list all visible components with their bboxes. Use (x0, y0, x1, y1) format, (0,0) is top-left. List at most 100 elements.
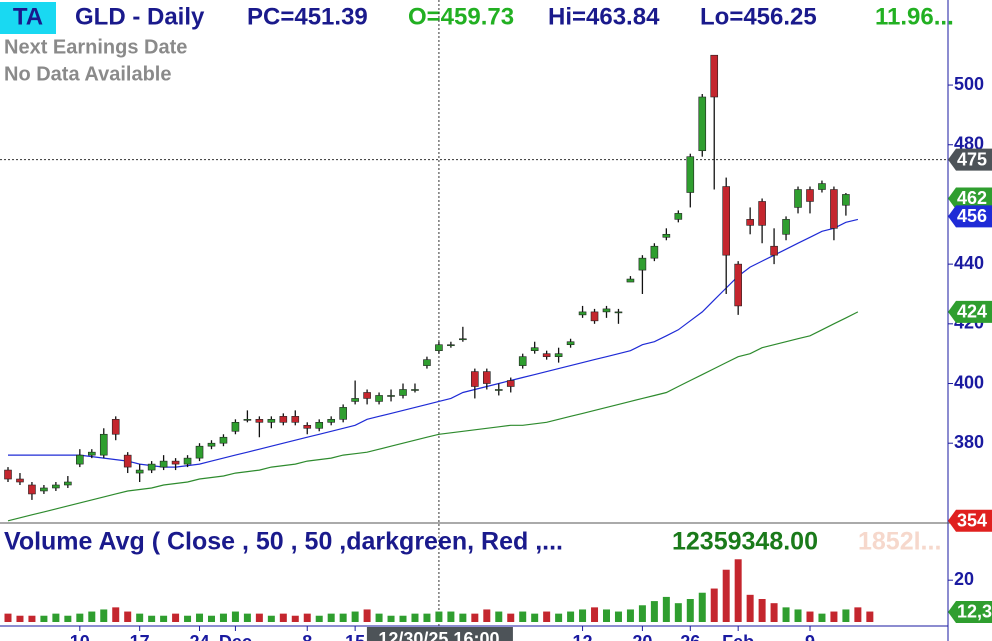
title: GLD - Daily (75, 3, 205, 30)
candle-body (530, 347, 539, 351)
volume-bar (100, 609, 108, 622)
x-tick-label: 20 (632, 632, 652, 641)
candle-body (279, 416, 288, 423)
volume-bar (531, 613, 539, 622)
candle-body (87, 451, 96, 456)
volume-bar (184, 615, 192, 622)
volume-bar (447, 611, 455, 622)
volume-bar (614, 611, 622, 622)
note: Next Earnings Date (4, 36, 187, 58)
candle-body (782, 219, 790, 235)
candle-body (518, 356, 527, 366)
volume-bar (842, 609, 850, 622)
volume-bar (219, 613, 227, 622)
candle-body (794, 189, 802, 208)
x-tick-label: Feb (722, 632, 754, 641)
volume-bar (207, 615, 215, 622)
candle-body (111, 419, 120, 435)
candle-body (327, 419, 335, 423)
volume-bar (16, 615, 24, 622)
price-badge (948, 300, 992, 323)
price-badge (948, 509, 992, 532)
price-badge (948, 205, 992, 228)
candle-body (459, 338, 467, 341)
y-tick-label: 400 (954, 372, 984, 392)
candle-body (758, 201, 766, 226)
volume-bar (112, 607, 120, 622)
price-badge-label: 424 (957, 302, 987, 322)
high: Hi=463.84 (548, 3, 660, 30)
candle-body (471, 371, 479, 387)
volume-badge-label: 12,3 (957, 602, 992, 622)
candle-body (686, 156, 695, 193)
volume-bar (231, 611, 239, 622)
volume-bar (734, 559, 742, 622)
price-badge-label: 354 (957, 511, 987, 531)
candle-body (375, 395, 383, 402)
candle-body (662, 233, 671, 238)
candle-body (76, 454, 84, 465)
y-tick-label: 480 (954, 134, 984, 154)
candle-body (554, 353, 563, 357)
candle-body (411, 389, 419, 391)
x-tick-label: 10 (70, 632, 90, 641)
volume-bar (411, 613, 419, 622)
volume-bar (866, 611, 874, 622)
candle-body (16, 478, 24, 483)
volume-faded: 1852l... (858, 528, 941, 556)
volume-bar (818, 613, 826, 622)
volume-bar (519, 611, 527, 622)
volume-bar (76, 613, 84, 622)
volume-badge (948, 600, 992, 623)
volume-bar (315, 615, 323, 622)
candle-body (363, 392, 371, 399)
candle-body (578, 311, 587, 316)
candle-body (387, 395, 395, 397)
volume-bar (662, 596, 670, 622)
volume-bar (758, 599, 766, 622)
volume-bar (387, 615, 395, 622)
candle-body (482, 371, 491, 384)
price-badge (948, 148, 992, 171)
candle-body (4, 469, 12, 480)
candle-body (219, 436, 228, 444)
candle-body (698, 96, 707, 152)
volume-bar (28, 615, 36, 622)
y-tick-label: 380 (954, 432, 984, 452)
volume-bar (782, 607, 790, 622)
candle-body (315, 422, 324, 429)
volume-bar (854, 607, 862, 622)
candle-body (399, 389, 407, 396)
volume-bar (483, 609, 491, 622)
volume-bar (710, 588, 718, 622)
candle-body (842, 194, 850, 206)
volume-bar (579, 609, 587, 622)
candle-body (147, 463, 156, 471)
candle-body (590, 311, 599, 322)
candle-body (734, 263, 742, 307)
volume-bar (567, 611, 575, 622)
candle-body (171, 460, 180, 465)
volume-bar (64, 615, 72, 622)
x-tick-label: 24 (190, 632, 210, 641)
candle-body (674, 213, 683, 220)
low: Lo=456.25 (700, 3, 817, 30)
candle-body (614, 311, 623, 314)
volume-bar (52, 613, 60, 622)
x-tick-label: Dec (219, 632, 252, 641)
moving-average (7, 311, 859, 522)
candle-body (770, 245, 778, 256)
volume-bar (638, 605, 646, 622)
symbol: TA (13, 3, 43, 30)
x-tick-label: 15 (345, 632, 365, 641)
x-tick-label: 26 (680, 632, 700, 641)
volume-bar (124, 611, 132, 622)
volume-bar (555, 613, 563, 622)
volume-bar (351, 611, 359, 622)
volume-bar (40, 615, 48, 622)
volume-bar (291, 615, 299, 622)
volume-bar (399, 615, 407, 622)
price-badge-label: 462 (957, 188, 987, 208)
